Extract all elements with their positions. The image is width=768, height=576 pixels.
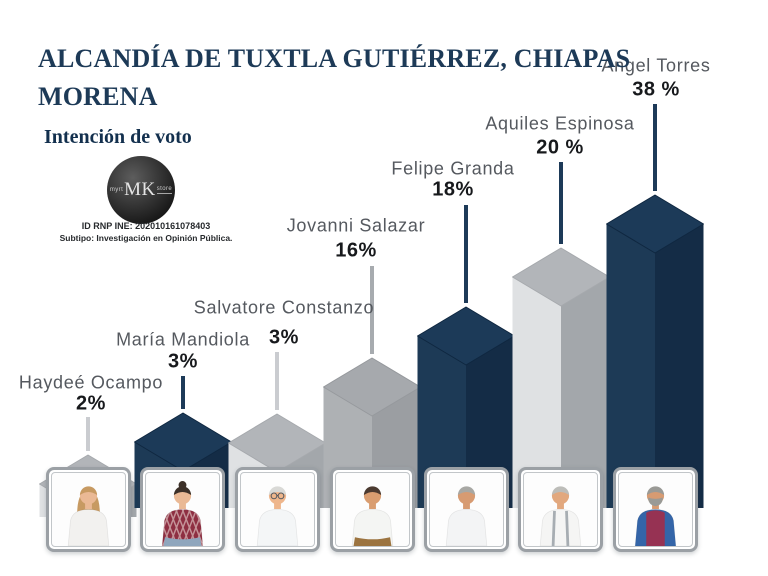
bar-top-face: [606, 194, 704, 254]
candidate-avatar: [256, 486, 299, 546]
bar-pin: [653, 104, 657, 191]
candidate-photo-inner: [240, 472, 315, 547]
logo-text-left: myrt: [109, 187, 124, 193]
bar-pin: [275, 352, 279, 410]
bar-top-face: [323, 357, 421, 417]
pollster-logo: myrt MK store: [107, 156, 175, 224]
bar-right-face: [655, 224, 704, 508]
candidate-avatar: [539, 486, 582, 546]
bar-pin: [181, 376, 185, 409]
candidate-photo: [424, 467, 509, 552]
candidate-photo-inner: [429, 472, 504, 547]
chart-subtitle: Intención de voto: [44, 126, 192, 148]
candidate-avatar: [67, 486, 110, 546]
bar-top-face: [417, 306, 515, 366]
logo-text-main: MK: [124, 179, 156, 200]
candidate-photo-inner: [145, 472, 220, 547]
candidate-photo: [46, 467, 131, 552]
page-title: ALCANDÍA DE TUXTLA GUTIÉRREZ, CHIAPAS MO…: [38, 40, 638, 116]
title-line2: MORENA: [38, 82, 158, 111]
candidate-photo-inner: [618, 472, 693, 547]
title-line1: ALCANDÍA DE TUXTLA GUTIÉRREZ, CHIAPAS: [38, 44, 631, 73]
registry-subtype-line: Subtipo: Investigación en Opinión Públic…: [59, 233, 233, 243]
candidate-avatar: [634, 486, 677, 546]
registry-id-line: ID RNP INE: 202010161078403: [81, 221, 211, 231]
candidate-photo-inner: [335, 472, 410, 547]
logo-text-right: store: [156, 186, 173, 194]
bar-top-face: [512, 247, 610, 307]
candidate-photo: [235, 467, 320, 552]
candidate-photo: [518, 467, 603, 552]
candidate-photo: [330, 467, 415, 552]
candidate-photo: [140, 467, 225, 552]
bar-pin: [464, 205, 468, 303]
candidate-avatar: [445, 486, 488, 546]
bar-pin: [86, 417, 90, 451]
bar-left-face: [606, 224, 655, 508]
candidate-avatar: [161, 481, 204, 546]
candidate-photo-inner: [51, 472, 126, 547]
bar-pin: [370, 266, 374, 354]
candidate-photo-inner: [523, 472, 598, 547]
bar-left-face: [417, 336, 466, 508]
bar-pin: [559, 162, 563, 244]
bar-left-face: [512, 277, 561, 508]
candidate-avatar: [351, 486, 394, 546]
candidate-photo: [613, 467, 698, 552]
bar-right-face: [466, 336, 515, 508]
bar-right-face: [561, 277, 610, 508]
